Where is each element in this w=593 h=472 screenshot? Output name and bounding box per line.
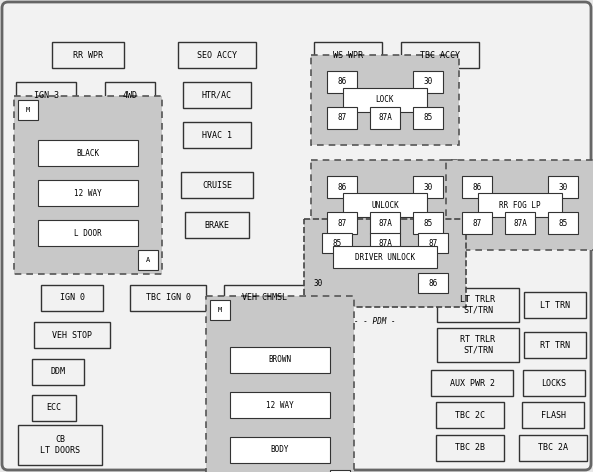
Bar bbox=[185, 212, 249, 238]
Bar bbox=[343, 88, 427, 112]
Text: CB
LT DOORS: CB LT DOORS bbox=[40, 435, 80, 455]
Text: BROWN: BROWN bbox=[269, 355, 292, 364]
Bar bbox=[183, 122, 251, 148]
Bar bbox=[138, 250, 158, 270]
Bar bbox=[327, 71, 357, 93]
Bar bbox=[52, 42, 124, 68]
Text: 4WD: 4WD bbox=[123, 91, 138, 100]
Text: DRIVER UNLOCK: DRIVER UNLOCK bbox=[355, 253, 415, 261]
Text: LT TRLR
ST/TRN: LT TRLR ST/TRN bbox=[461, 295, 496, 315]
Text: 87: 87 bbox=[337, 219, 347, 228]
Bar bbox=[436, 402, 504, 428]
Bar bbox=[230, 347, 330, 373]
Text: TBC IGN 0: TBC IGN 0 bbox=[145, 294, 190, 303]
Text: - - PDM -: - - PDM - bbox=[354, 317, 396, 326]
Text: DDM: DDM bbox=[50, 368, 65, 377]
Bar bbox=[327, 107, 357, 129]
Bar bbox=[181, 172, 253, 198]
Text: 30: 30 bbox=[559, 183, 568, 192]
Bar bbox=[522, 402, 584, 428]
Text: TBC 2B: TBC 2B bbox=[455, 444, 485, 453]
Bar bbox=[478, 193, 562, 217]
Bar bbox=[178, 42, 256, 68]
Bar bbox=[343, 193, 427, 217]
Bar bbox=[413, 212, 443, 234]
Text: LOCK: LOCK bbox=[376, 95, 394, 104]
Text: 30: 30 bbox=[423, 77, 433, 86]
Bar bbox=[105, 82, 155, 108]
Text: L DOOR: L DOOR bbox=[74, 228, 102, 237]
Text: 12 WAY: 12 WAY bbox=[74, 188, 102, 197]
Bar bbox=[18, 425, 102, 465]
Bar bbox=[519, 435, 587, 461]
Bar bbox=[462, 212, 492, 234]
Bar bbox=[446, 160, 593, 250]
Text: RT TRLR
ST/TRN: RT TRLR ST/TRN bbox=[461, 335, 496, 354]
Bar bbox=[38, 180, 138, 206]
Text: ECC: ECC bbox=[46, 404, 62, 413]
Bar bbox=[330, 470, 350, 472]
Text: SEO ACCY: SEO ACCY bbox=[197, 51, 237, 59]
Text: 87A: 87A bbox=[378, 238, 392, 247]
Text: M: M bbox=[26, 107, 30, 113]
Text: 87A: 87A bbox=[513, 219, 527, 228]
Bar bbox=[230, 392, 330, 418]
Text: 85: 85 bbox=[423, 219, 433, 228]
Text: 30: 30 bbox=[314, 278, 323, 287]
Bar bbox=[401, 42, 479, 68]
Bar bbox=[183, 82, 251, 108]
Bar bbox=[322, 233, 352, 253]
Text: BLACK: BLACK bbox=[76, 149, 100, 158]
Text: TBC 2C: TBC 2C bbox=[455, 411, 485, 420]
Text: 30: 30 bbox=[423, 183, 433, 192]
Text: RT TRN: RT TRN bbox=[540, 340, 570, 349]
Bar bbox=[224, 285, 306, 311]
Text: RR FOG LP: RR FOG LP bbox=[499, 201, 541, 210]
Text: RR WPR: RR WPR bbox=[73, 51, 103, 59]
Text: VEH STOP: VEH STOP bbox=[52, 330, 92, 339]
Text: BODY: BODY bbox=[271, 446, 289, 455]
Text: WS WPR: WS WPR bbox=[333, 51, 363, 59]
Text: TBC 2A: TBC 2A bbox=[538, 444, 568, 453]
Bar bbox=[38, 220, 138, 246]
Text: LOCKS: LOCKS bbox=[541, 379, 566, 388]
Bar bbox=[413, 107, 443, 129]
Bar bbox=[230, 437, 330, 463]
Bar bbox=[431, 370, 513, 396]
Bar bbox=[548, 176, 578, 198]
Bar bbox=[370, 212, 400, 234]
Bar bbox=[327, 212, 357, 234]
Bar bbox=[130, 285, 206, 311]
Text: 87A: 87A bbox=[378, 219, 392, 228]
Text: 85: 85 bbox=[332, 238, 342, 247]
Bar bbox=[333, 246, 437, 268]
Text: 86: 86 bbox=[473, 183, 482, 192]
Text: IGN 3: IGN 3 bbox=[33, 91, 59, 100]
Text: TBC ACCY: TBC ACCY bbox=[420, 51, 460, 59]
Bar bbox=[418, 273, 448, 293]
Bar bbox=[210, 300, 230, 320]
Bar bbox=[413, 71, 443, 93]
Bar bbox=[437, 328, 519, 362]
Bar bbox=[314, 42, 382, 68]
Bar bbox=[18, 100, 38, 120]
Bar bbox=[370, 233, 400, 253]
Text: A: A bbox=[146, 257, 150, 263]
Bar bbox=[524, 292, 586, 318]
Bar bbox=[311, 160, 459, 250]
Bar bbox=[370, 107, 400, 129]
Text: 12 WAY: 12 WAY bbox=[266, 401, 294, 410]
Text: LT TRN: LT TRN bbox=[540, 301, 570, 310]
Text: HVAC 1: HVAC 1 bbox=[202, 130, 232, 140]
Bar bbox=[304, 219, 466, 307]
Text: 87: 87 bbox=[337, 113, 347, 123]
Bar bbox=[34, 322, 110, 348]
Bar bbox=[41, 285, 103, 311]
Text: 85: 85 bbox=[423, 113, 433, 123]
Text: M: M bbox=[218, 307, 222, 313]
Text: VEH CHMSL: VEH CHMSL bbox=[243, 294, 288, 303]
Text: 86: 86 bbox=[337, 183, 347, 192]
Text: FLASH: FLASH bbox=[540, 411, 566, 420]
Bar bbox=[38, 140, 138, 166]
